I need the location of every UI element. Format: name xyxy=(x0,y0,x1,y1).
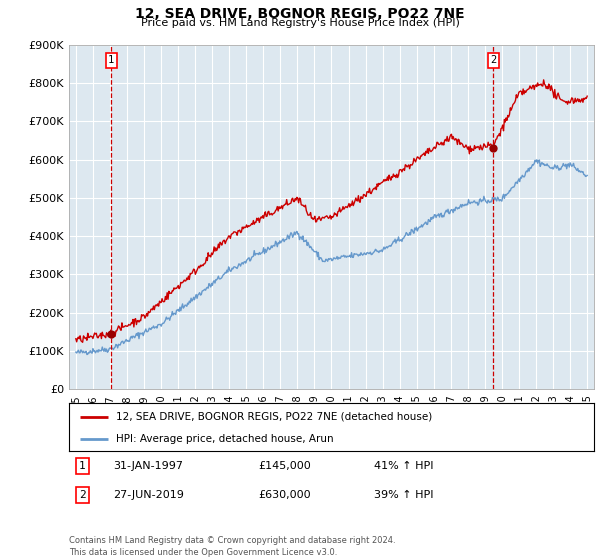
Text: £145,000: £145,000 xyxy=(258,461,311,471)
Text: 12, SEA DRIVE, BOGNOR REGIS, PO22 7NE (detached house): 12, SEA DRIVE, BOGNOR REGIS, PO22 7NE (d… xyxy=(116,412,433,422)
Text: 12, SEA DRIVE, BOGNOR REGIS, PO22 7NE: 12, SEA DRIVE, BOGNOR REGIS, PO22 7NE xyxy=(135,7,465,21)
Text: 27-JUN-2019: 27-JUN-2019 xyxy=(113,490,185,500)
Text: Contains HM Land Registry data © Crown copyright and database right 2024.
This d: Contains HM Land Registry data © Crown c… xyxy=(69,536,395,557)
Text: 41% ↑ HPI: 41% ↑ HPI xyxy=(373,461,433,471)
Text: Price paid vs. HM Land Registry's House Price Index (HPI): Price paid vs. HM Land Registry's House … xyxy=(140,18,460,28)
Text: 2: 2 xyxy=(79,490,86,500)
Text: 31-JAN-1997: 31-JAN-1997 xyxy=(113,461,184,471)
Text: 1: 1 xyxy=(79,461,86,471)
Text: 1: 1 xyxy=(108,55,115,65)
Text: HPI: Average price, detached house, Arun: HPI: Average price, detached house, Arun xyxy=(116,434,334,444)
Text: 2: 2 xyxy=(490,55,497,65)
Text: £630,000: £630,000 xyxy=(258,490,311,500)
Text: 39% ↑ HPI: 39% ↑ HPI xyxy=(373,490,433,500)
